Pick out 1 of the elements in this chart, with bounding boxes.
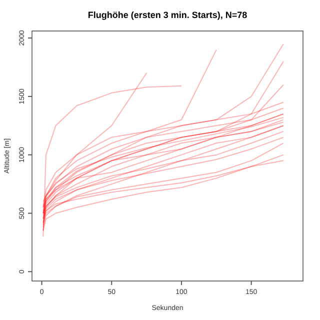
chart-title: Flughöhe (ersten 3 min. Starts), N=78 bbox=[88, 10, 248, 20]
